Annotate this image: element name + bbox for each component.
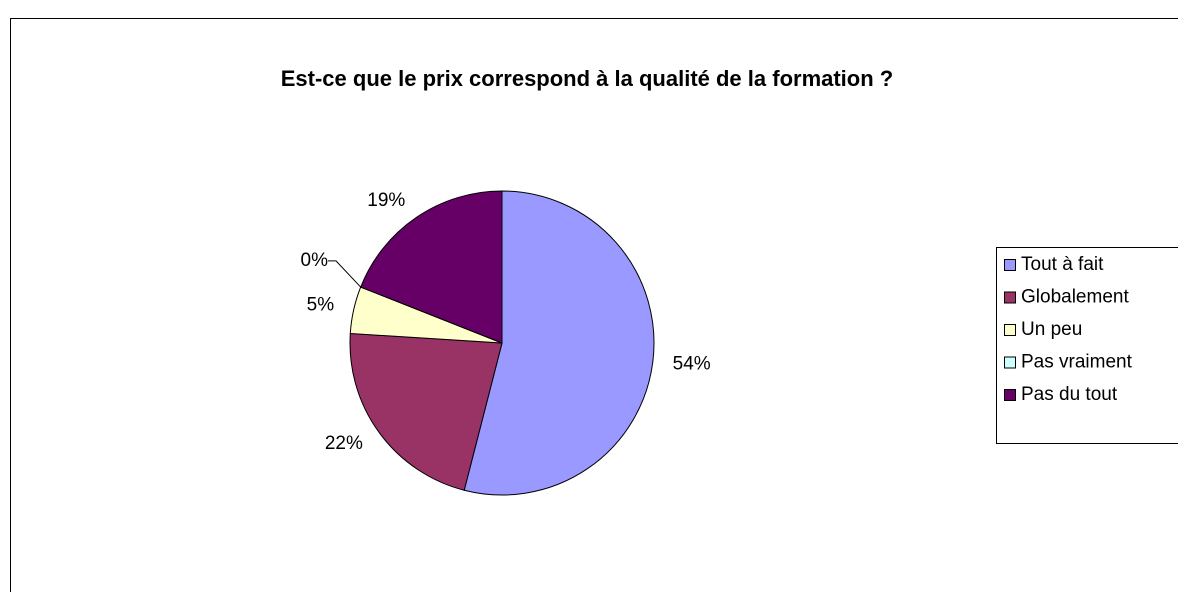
leader-line <box>327 260 362 288</box>
data-label: 0% <box>301 250 329 271</box>
legend-label: Pas du tout <box>1021 384 1118 405</box>
data-label: 5% <box>307 294 335 315</box>
legend-label: Tout à fait <box>1021 254 1104 275</box>
data-label: 19% <box>367 190 405 211</box>
data-label: 54% <box>673 354 711 375</box>
pie-slice <box>360 190 503 344</box>
legend-label: Un peu <box>1021 319 1082 340</box>
legend-label: Pas vraiment <box>1021 352 1133 373</box>
legend-label: Globalement <box>1021 287 1129 308</box>
chart-title: Est-ce que le prix correspond à la quali… <box>281 66 893 91</box>
legend-swatch <box>1004 324 1016 336</box>
pie-slice <box>463 190 655 496</box>
legend-swatch <box>1004 389 1016 401</box>
legend-swatch <box>1004 356 1016 369</box>
legend-swatch <box>1004 291 1016 304</box>
legend-box <box>996 247 1178 444</box>
legend-swatch <box>1004 259 1016 271</box>
data-label: 22% <box>325 433 363 454</box>
pie-slice <box>349 332 503 491</box>
